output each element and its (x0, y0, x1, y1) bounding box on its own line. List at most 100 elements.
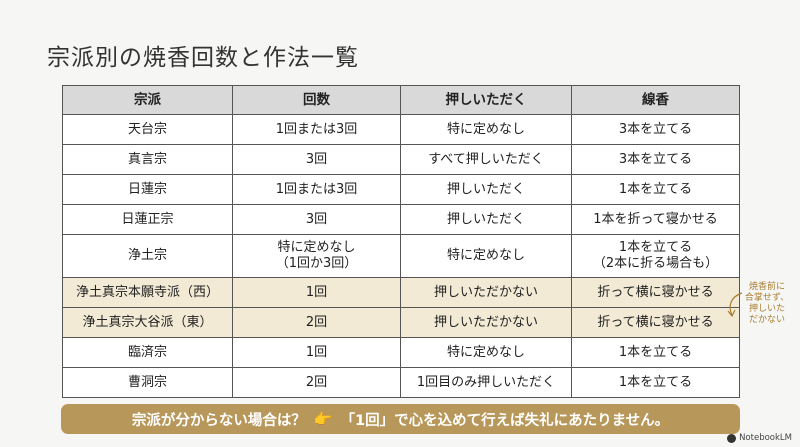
cell-press-text: 特に定めなし (446, 344, 525, 360)
cell-count: 2回 (232, 307, 401, 338)
cell-sect-text: 日蓮正宗 (121, 211, 174, 227)
cell-incense-text: 3本を立てる (618, 121, 693, 137)
cell-sect: 浄土真宗大谷派（東） (62, 307, 233, 338)
logo-text: NotebookLM (739, 433, 792, 443)
header-incense: 線香 (571, 85, 740, 115)
cell-incense-text: 1本を折って寝かせる (593, 211, 718, 227)
cell-incense-text: 折って横に寝かせる (597, 314, 714, 330)
cell-count: 3回 (232, 144, 401, 175)
cell-sect-text: 浄土真宗大谷派（東） (82, 314, 213, 330)
cell-press-text: 特に定めなし (446, 248, 525, 264)
cell-press-text: 特に定めなし (446, 121, 525, 137)
cell-press: 押しいただく (400, 204, 572, 235)
side-note-line: 焼香前に (748, 282, 785, 292)
cell-sect: 浄土真宗本願寺派（西） (62, 277, 233, 308)
table-row: 日蓮正宗 3回 押しいただく 1本を折って寝かせる (62, 204, 740, 235)
cell-sect-text: 真言宗 (127, 151, 167, 167)
cell-sect: 真言宗 (62, 144, 233, 175)
pointing-hand-icon: 👉 (313, 410, 333, 428)
cell-incense-text: 1本を立てる (618, 374, 693, 390)
cell-count: 1回または3回 (232, 114, 401, 145)
cell-incense: 折って横に寝かせる (571, 277, 740, 308)
cell-sect: 浄土宗 (62, 234, 233, 278)
cell-sect: 天台宗 (62, 114, 233, 145)
sect-table: 宗派 回数 押しいただく 線香 天台宗 1回または3回 特に定めなし 3本を立てる 真言… (62, 85, 740, 398)
cell-sect: 臨済宗 (62, 337, 233, 368)
cell-press: 1回目のみ押しいただく (400, 367, 572, 398)
cell-sect-text: 浄土真宗本願寺派（西） (75, 284, 219, 300)
cell-count: 特に定めなし （1回か3回） (232, 234, 401, 278)
cell-press: 押しいただく (400, 174, 572, 205)
cell-incense: 折って横に寝かせる (571, 307, 740, 338)
cell-count-text: 1回 (305, 344, 328, 360)
table-row: 臨済宗 1回 特に定めなし 1本を立てる (62, 337, 740, 368)
cell-count-text: 1回または3回 (275, 181, 358, 197)
cell-count-text: 1回または3回 (275, 121, 358, 137)
cell-press-text: 押しいただく (446, 211, 525, 227)
table-row: 浄土真宗大谷派（東） 2回 押しいただかない 折って横に寝かせる (62, 307, 740, 338)
cell-count-text: 1回 (305, 284, 328, 300)
cell-press-text: 1回目のみ押しいただく (416, 374, 556, 390)
cell-incense-text: 1本を立てる (618, 181, 693, 197)
cell-incense-text: 1本を立てる (618, 240, 693, 256)
cell-incense: 1本を立てる (571, 367, 740, 398)
cell-incense: 3本を立てる (571, 114, 740, 145)
table-row: 浄土真宗本願寺派（西） 1回 押しいただかない 折って横に寝かせる (62, 277, 740, 308)
cell-count: 1回 (232, 337, 401, 368)
side-note-line: 合掌せず、 (744, 293, 790, 303)
cell-count-text: 3回 (305, 211, 328, 227)
side-note: 焼香前に 合掌せず、 押しいた だかない (741, 282, 793, 326)
cell-press-text: 押しいただかない (433, 314, 538, 330)
table-row: 天台宗 1回または3回 特に定めなし 3本を立てる (62, 114, 740, 145)
cell-press: 特に定めなし (400, 337, 572, 368)
cell-incense: 1本を立てる （2本に折る場合も） (571, 234, 740, 278)
cell-count: 2回 (232, 367, 401, 398)
cell-incense: 1本を折って寝かせる (571, 204, 740, 235)
table-row: 真言宗 3回 すべて押しいただく 3本を立てる (62, 144, 740, 175)
curved-arrow-icon (727, 292, 743, 318)
cell-sect: 日蓮宗 (62, 174, 233, 205)
banner-answer: 「1回」で心を込めて行えば失礼にあたりません。 (340, 412, 670, 429)
table-header-row: 宗派 回数 押しいただく 線香 (62, 85, 740, 115)
cell-press: 押しいただかない (400, 307, 572, 338)
cell-press: 特に定めなし (400, 114, 572, 145)
cell-incense-text: （2本に折る場合も） (592, 256, 719, 271)
cell-sect: 曹洞宗 (62, 367, 233, 398)
cell-press-text: すべて押しいただく (428, 151, 544, 167)
notebooklm-logo: NotebookLM (727, 433, 792, 443)
banner-question: 宗派が分からない場合は？ (131, 412, 306, 429)
cell-incense: 1本を立てる (571, 337, 740, 368)
cell-count-text: 2回 (305, 374, 328, 390)
header-sect: 宗派 (62, 85, 233, 115)
table-row: 日蓮宗 1回または3回 押しいただく 1本を立てる (62, 174, 740, 205)
cell-sect: 日蓮正宗 (62, 204, 233, 235)
logo-mark-icon (727, 433, 737, 443)
cell-press: すべて押しいただく (400, 144, 572, 175)
cell-press-text: 押しいただく (446, 181, 525, 197)
cell-incense-text: 1本を立てる (618, 344, 693, 360)
cell-sect-text: 曹洞宗 (127, 374, 167, 390)
cell-press-text: 押しいただかない (433, 284, 538, 300)
cell-count: 1回 (232, 277, 401, 308)
table-row: 浄土宗 特に定めなし （1回か3回） 特に定めなし 1本を立てる （2本に折る場合も） (62, 234, 740, 278)
page-title: 宗派別の焼香回数と作法一覧 (47, 45, 359, 71)
cell-count-text: （1回か3回） (275, 256, 358, 271)
cell-incense-text: 3本を立てる (618, 151, 693, 167)
cell-incense: 1本を立てる (571, 174, 740, 205)
cell-sect-text: 臨済宗 (127, 344, 167, 360)
cell-sect-text: 天台宗 (127, 121, 167, 137)
side-note-line: 押しいた (748, 304, 785, 314)
cell-sect-text: 日蓮宗 (127, 181, 167, 197)
cell-count-text: 3回 (305, 151, 328, 167)
header-count: 回数 (232, 85, 401, 115)
cell-incense-text: 折って横に寝かせる (597, 284, 714, 300)
cell-count-text: 特に定めなし (277, 240, 356, 256)
cell-count: 1回または3回 (232, 174, 401, 205)
cell-press: 特に定めなし (400, 234, 572, 278)
cell-sect-text: 浄土宗 (127, 248, 167, 264)
cell-press: 押しいただかない (400, 277, 572, 308)
tip-banner: 宗派が分からない場合は？ 👉 「1回」で心を込めて行えば失礼にあたりません。 (61, 404, 740, 434)
cell-count-text: 2回 (305, 314, 328, 330)
header-press: 押しいただく (400, 85, 572, 115)
cell-incense: 3本を立てる (571, 144, 740, 175)
